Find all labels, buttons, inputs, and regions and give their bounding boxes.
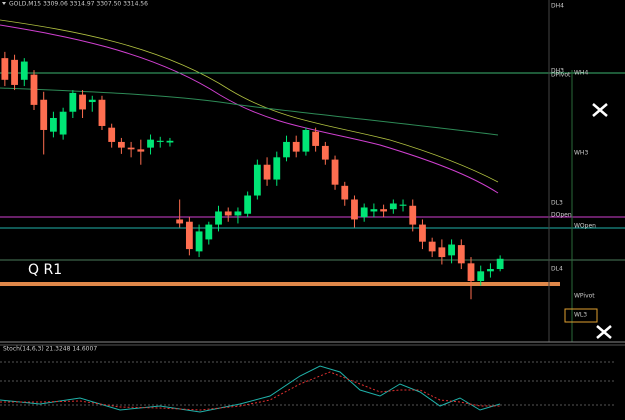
candle-body xyxy=(11,59,18,85)
level-label: WH4 xyxy=(574,70,588,77)
candle-body xyxy=(40,99,48,130)
candle-body xyxy=(292,141,300,152)
candle-body xyxy=(457,245,465,264)
candle-body xyxy=(331,159,339,185)
candle-body xyxy=(244,195,252,214)
highlight-box xyxy=(564,308,598,323)
level-label: DL4 xyxy=(551,266,563,273)
indicator-label: Stoch(14,6,3) 21.3248 14.6007 xyxy=(3,346,97,353)
candle-body xyxy=(108,127,116,142)
candle-body xyxy=(30,74,38,105)
stoch-line xyxy=(0,371,500,411)
candle-body xyxy=(50,117,57,132)
candle-body xyxy=(496,258,504,270)
ma-line xyxy=(0,19,499,183)
close-icon[interactable] xyxy=(596,325,612,339)
candle-body xyxy=(156,140,164,142)
level-label: DH4 xyxy=(551,3,564,10)
candle-body xyxy=(185,221,193,250)
candle-body xyxy=(477,271,485,282)
candle-body xyxy=(389,203,397,210)
candle-body xyxy=(380,209,388,212)
candle-body xyxy=(98,99,106,126)
candle-body xyxy=(59,111,67,135)
candle-body xyxy=(88,99,96,103)
candle-body xyxy=(137,149,145,152)
level-label: DOpen xyxy=(551,212,572,219)
candle-body xyxy=(20,61,28,80)
candle-body xyxy=(321,145,329,160)
level-label: DH3 xyxy=(551,68,564,75)
level-label: Q R1 xyxy=(28,262,62,278)
candle-body xyxy=(205,224,213,240)
candle-body xyxy=(351,199,358,220)
level-label: WPivot xyxy=(574,293,595,300)
candle-body xyxy=(69,92,77,112)
menu-icon[interactable] xyxy=(2,2,6,5)
candle-body xyxy=(117,141,125,148)
ma-line xyxy=(0,87,499,136)
candle-body xyxy=(127,147,135,150)
candle-body xyxy=(1,58,9,80)
candle-body xyxy=(428,241,436,252)
candle-body xyxy=(234,211,242,216)
candle-body xyxy=(419,224,426,242)
candle-body xyxy=(302,129,310,152)
candle-body xyxy=(399,204,407,206)
candle-body xyxy=(341,185,349,200)
candle-body xyxy=(438,247,446,258)
ma-line xyxy=(0,24,499,194)
candle-body xyxy=(176,219,184,224)
chart-title: GOLD,M15 3309.06 3314.97 3307.50 3314.56 xyxy=(9,1,148,8)
stoch-line xyxy=(0,365,501,413)
candle-body xyxy=(487,269,494,272)
candle-body xyxy=(409,205,417,225)
candle-body xyxy=(79,94,86,110)
candle-body xyxy=(253,164,261,196)
close-icon[interactable] xyxy=(592,103,608,117)
candle-body xyxy=(283,141,290,158)
candle-body xyxy=(166,140,174,143)
candle-body xyxy=(273,157,281,180)
level-label: WH3 xyxy=(574,150,588,157)
candle-body xyxy=(263,164,271,180)
candle-body xyxy=(195,231,203,252)
candle-body xyxy=(360,207,368,218)
candle-body xyxy=(224,211,232,216)
candle-body xyxy=(467,263,475,282)
candle-body xyxy=(147,139,154,148)
level-label: WL3 xyxy=(574,312,587,319)
level-label: WOpen xyxy=(574,223,596,230)
candle-body xyxy=(448,244,455,256)
level-label: DPivot xyxy=(551,72,571,79)
candle-body xyxy=(312,131,320,146)
candle-body xyxy=(215,211,222,225)
candle-body xyxy=(370,209,378,212)
level-label: DL3 xyxy=(551,200,563,207)
